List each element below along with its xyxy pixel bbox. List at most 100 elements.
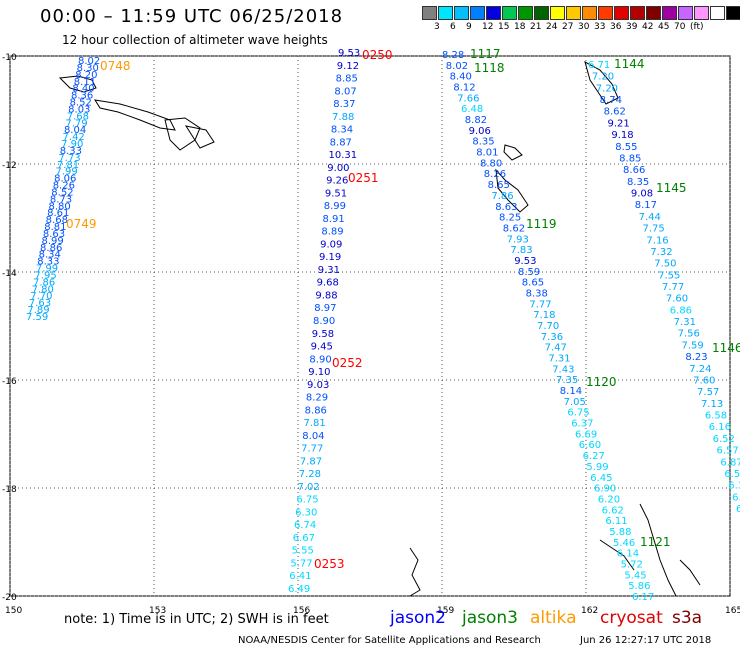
colorbar-label: 45 xyxy=(658,22,670,32)
colorbar-label: 9 xyxy=(466,22,472,32)
wave-height-value: 7.63 xyxy=(29,298,51,309)
wave-height-value: 7.86 xyxy=(33,277,55,288)
colorbar-label: 12 xyxy=(482,22,494,32)
colorbar-swatch xyxy=(662,6,677,20)
wave-height-value: 7.28 xyxy=(299,469,321,480)
wave-height-value: 7.80 xyxy=(32,284,54,295)
wave-height-value: 6.16 xyxy=(709,422,731,433)
wave-height-value: 9.12 xyxy=(337,61,359,72)
wave-height-value: 6.27 xyxy=(583,451,605,462)
wave-height-value: 7.59 xyxy=(26,312,48,323)
wave-height-value: 8.66 xyxy=(623,165,645,176)
lat-tick-label: -14 xyxy=(2,269,17,279)
colorbar-label: 39 xyxy=(626,22,638,32)
wave-height-value: 7.50 xyxy=(654,259,676,270)
legend-altika: altika xyxy=(530,608,577,628)
wave-height-value: 9.09 xyxy=(320,239,342,250)
wave-height-value: 6.75 xyxy=(567,408,589,419)
wave-height-value: 8.03 xyxy=(68,104,90,115)
colorbar-swatch xyxy=(486,6,501,20)
wave-height-value: 7.43 xyxy=(552,364,574,375)
colorbar-swatch xyxy=(550,6,565,20)
wave-height-value: 9.58 xyxy=(312,329,334,340)
wave-height-value: 8.38 xyxy=(526,288,548,299)
wave-height-value: 8.63 xyxy=(495,202,517,213)
wave-height-value: 7.59 xyxy=(681,340,703,351)
wave-height-value: 8.68 xyxy=(46,215,68,226)
wave-height-value: 8.86 xyxy=(40,243,62,254)
wave-height-value: 8.85 xyxy=(336,74,358,85)
wave-height-value: 7.13 xyxy=(701,399,723,410)
colorbar-swatch xyxy=(438,6,453,20)
wave-height-value: 5.88 xyxy=(609,527,631,538)
wave-height-value: 7.36 xyxy=(541,332,563,343)
lat-tick-label: -16 xyxy=(2,377,17,387)
coastline xyxy=(495,168,529,213)
wave-height-value: 6.41 xyxy=(289,571,311,582)
legend-cryosat: cryosat xyxy=(600,608,663,628)
wave-height-value: 8.73 xyxy=(50,194,72,205)
wave-height-value: 8.06 xyxy=(54,174,76,185)
wave-height-value: 7.90 xyxy=(61,139,83,150)
wave-height-value: 7.47 xyxy=(545,343,567,354)
wave-height-value: 6.75 xyxy=(296,495,318,506)
colorbar-label: 70 xyxy=(674,22,686,32)
colorbar-swatch xyxy=(630,6,645,20)
wave-height-value: 7.31 xyxy=(548,354,570,365)
wave-height-value: 8.25 xyxy=(499,213,521,224)
colorbar-label: 30 xyxy=(578,22,590,32)
map-subtitle: 12 hour collection of altimeter wave hei… xyxy=(62,33,328,47)
wave-height-value: 9.31 xyxy=(318,265,340,276)
colorbar-label: 18 xyxy=(514,22,526,32)
wave-height-value: 6.52 xyxy=(713,434,735,445)
wave-height-value: 8.85 xyxy=(619,153,641,164)
wave-height-value: 8.40 xyxy=(450,72,472,83)
wave-height-value: 7.18 xyxy=(533,310,555,321)
wave-height-value: 8.33 xyxy=(37,257,59,268)
pass-time-label: 0253 xyxy=(314,557,345,571)
wave-height-value: 7.24 xyxy=(689,364,711,375)
wave-height-value: 7.31 xyxy=(674,317,696,328)
lon-tick-label: 153 xyxy=(149,606,166,616)
wave-height-value: 7.87 xyxy=(300,456,322,467)
wave-height-value: 7.77 xyxy=(301,444,323,455)
wave-height-value: 8.63 xyxy=(43,229,65,240)
wave-height-value: 6.30 xyxy=(295,507,317,518)
coastline xyxy=(679,559,701,586)
wave-height-value: 5.77 xyxy=(290,558,312,569)
coastline xyxy=(164,117,201,151)
coastline xyxy=(58,75,97,93)
colorbar-label: 36 xyxy=(610,22,622,32)
wave-height-value: 8.35 xyxy=(472,137,494,148)
wave-height-value: 7.88 xyxy=(332,112,354,123)
wave-height-value: 7.93 xyxy=(507,234,529,245)
pass-time-label: 0749 xyxy=(66,217,97,231)
map-title: 00:00 – 11:59 UTC 06/25/2018 xyxy=(40,6,344,27)
wave-height-value: 8.14 xyxy=(560,386,582,397)
pass-time-label: 1117 xyxy=(470,47,501,61)
wave-height-value: 6.62 xyxy=(602,505,624,516)
wave-height-value: 7.70 xyxy=(30,291,52,302)
wave-height-value: 8.62 xyxy=(503,223,525,234)
wave-height-value: 8.07 xyxy=(334,86,356,97)
wave-height-value: 7.86 xyxy=(491,191,513,202)
wave-height-value: 5.72 xyxy=(621,559,643,570)
pass-time-label: 0250 xyxy=(362,48,393,62)
wave-height-value: 8.62 xyxy=(604,107,626,118)
wave-height-value: 8.02 xyxy=(446,61,468,72)
wave-height-value: 7.75 xyxy=(643,224,665,235)
wave-height-value: 7.55 xyxy=(658,270,680,281)
lon-tick-label: 159 xyxy=(437,606,454,616)
wave-height-value: 7.20 xyxy=(596,83,618,94)
wave-height-value: 8.33 xyxy=(60,146,82,157)
generated-timestamp: Jun 26 12:27:17 UTC 2018 xyxy=(580,635,712,646)
wave-height-value: 7.57 xyxy=(697,387,719,398)
pass-time-label: 1144 xyxy=(614,57,645,71)
coastline xyxy=(93,99,176,131)
wave-height-value: 8.86 xyxy=(305,405,327,416)
wave-height-value: 7.20 xyxy=(592,72,614,83)
wave-height-value: 6.69 xyxy=(575,429,597,440)
wave-height-value: 8.34 xyxy=(39,250,61,261)
wave-height-value: 6.74 xyxy=(294,520,316,531)
wave-height-value: 6.87 xyxy=(720,457,740,468)
